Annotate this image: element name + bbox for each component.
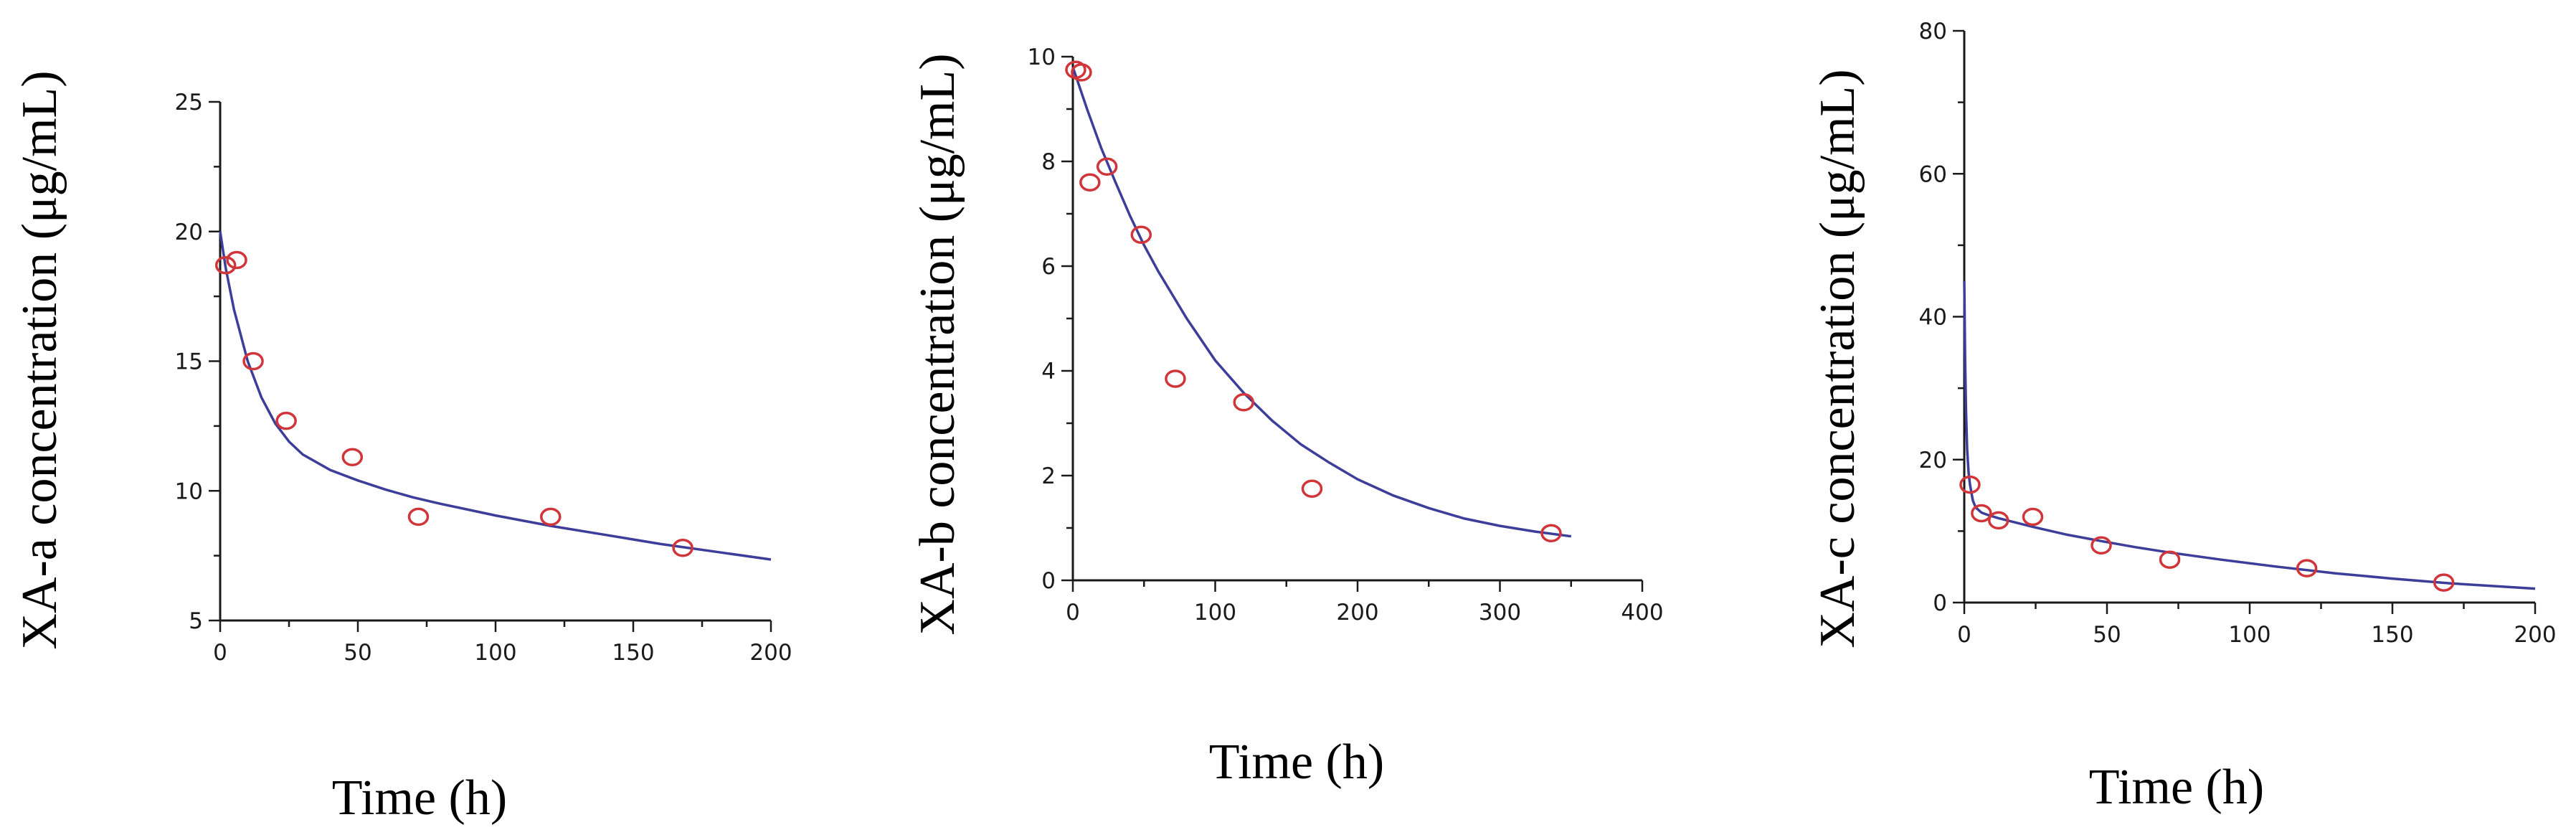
y-tick-label: 6 <box>1041 254 1056 280</box>
data-point-marker <box>2090 536 2112 555</box>
data-point-marker <box>1079 173 1101 192</box>
x-tick-label: 100 <box>1194 600 1236 626</box>
data-point-marker <box>1233 393 1254 412</box>
data-point-marker <box>1988 511 2009 530</box>
fitted-curve-line <box>219 231 772 561</box>
y-tick-label: 8 <box>1041 149 1056 175</box>
x-axis-title: Time (h) <box>1209 735 1384 790</box>
y-tick-label: 0 <box>1041 568 1056 594</box>
y-axis-title: XA-a concentration (μg/mL) <box>12 70 67 649</box>
data-point-marker <box>214 255 237 275</box>
x-tick-label: 0 <box>213 640 227 666</box>
data-point-marker <box>2433 573 2455 592</box>
y-tick-label: 10 <box>1028 44 1056 70</box>
data-point-marker <box>1096 157 1118 176</box>
data-point-marker <box>2022 507 2044 527</box>
y-axis-title: XA-c concentration (μg/mL) <box>1810 69 1865 648</box>
data-point-marker <box>407 507 430 527</box>
data-point-marker <box>1130 225 1152 244</box>
y-tick-label: 80 <box>1919 19 1947 44</box>
x-tick-label: 50 <box>2093 622 2121 648</box>
x-tick-label: 150 <box>612 640 654 666</box>
x-tick-label: 0 <box>1957 622 1971 648</box>
x-tick-label: 0 <box>1066 600 1080 626</box>
x-axis-title: Time (h) <box>2089 760 2264 815</box>
data-point-marker <box>1301 479 1323 498</box>
fitted-curve-line <box>1963 280 2536 590</box>
x-tick-label: 50 <box>344 640 371 666</box>
data-point-marker <box>226 250 247 270</box>
fitted-curve-line <box>1071 67 1572 538</box>
chart-panel-xa-a: Time (h) XA-a concentration (μg/mL) 5 10 1… <box>12 70 792 826</box>
data-point-marker <box>1540 524 1562 543</box>
chart-panel-xa-c: Time (h) XA-c concentration (μg/mL) 0 20 4… <box>1810 19 2557 815</box>
data-point-marker <box>540 507 562 527</box>
y-tick-label: 0 <box>1933 590 1947 616</box>
x-tick-label: 200 <box>749 640 792 666</box>
data-point-marker <box>1971 504 1992 523</box>
x-tick-label: 100 <box>474 640 516 666</box>
y-tick-label: 10 <box>175 478 203 504</box>
x-tick-label: 200 <box>1336 600 1378 626</box>
y-axis-title: XA-b concentration (μg/mL) <box>910 53 965 635</box>
data-point-marker <box>672 539 693 557</box>
y-tick-label: 15 <box>175 349 203 375</box>
y-tick-label: 40 <box>1919 305 1947 331</box>
data-point-marker <box>341 448 364 467</box>
x-tick-label: 300 <box>1479 600 1521 626</box>
data-point-marker <box>275 411 297 430</box>
x-axis-title: Time (h) <box>332 770 507 826</box>
y-tick-label: 20 <box>1919 448 1947 473</box>
chart-panel-xa-b: Time (h) XA-b concentration (μg/mL) 0 2 4 6… <box>910 44 1664 790</box>
x-tick-label: 200 <box>2514 622 2556 648</box>
data-point-marker <box>1071 63 1092 82</box>
y-tick-label: 20 <box>175 220 203 245</box>
y-tick-label: 60 <box>1919 161 1947 187</box>
y-tick-label: 25 <box>175 90 203 115</box>
y-tick-label: 2 <box>1041 463 1056 489</box>
data-point-marker <box>2296 559 2318 577</box>
data-point-marker <box>1165 369 1186 388</box>
y-tick-label: 4 <box>1041 359 1056 384</box>
data-point-marker <box>2159 550 2181 569</box>
data-point-marker <box>1959 475 1981 494</box>
data-point-marker <box>242 351 264 371</box>
y-tick-label: 5 <box>189 608 203 634</box>
x-tick-label: 100 <box>2228 622 2270 648</box>
x-tick-label: 150 <box>2371 622 2413 648</box>
x-tick-label: 400 <box>1621 600 1663 626</box>
